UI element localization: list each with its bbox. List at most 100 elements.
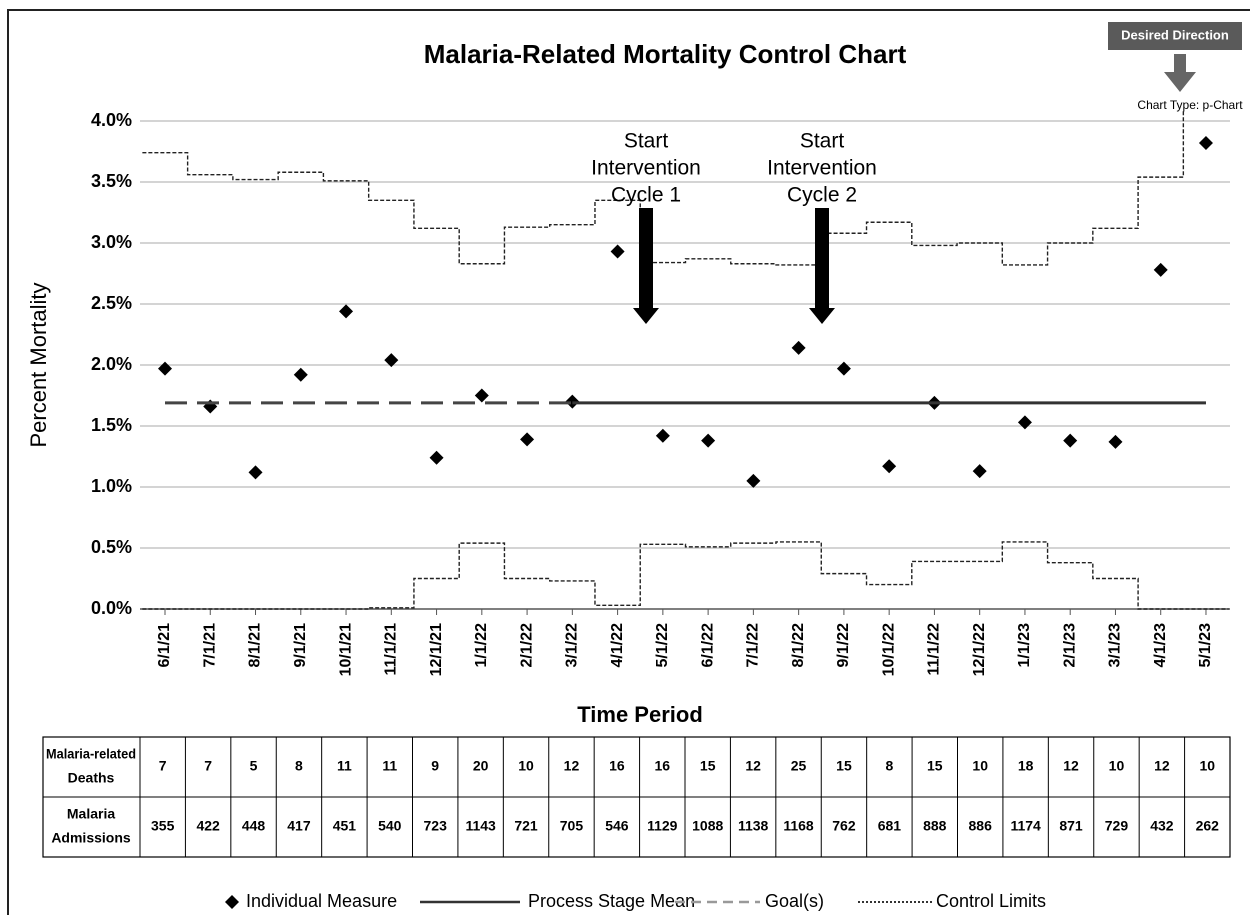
x-tick-label: 8/1/22 — [790, 623, 807, 668]
data-point — [1108, 434, 1123, 449]
legend-marker — [225, 895, 239, 909]
table-cell: 1138 — [738, 818, 769, 834]
data-point — [1153, 262, 1168, 277]
legend-label: Goal(s) — [765, 891, 824, 911]
table-cell: 417 — [287, 818, 311, 834]
x-tick-label: 5/1/23 — [1197, 623, 1214, 668]
data-point — [339, 304, 354, 319]
plot-area — [142, 110, 1229, 610]
y-tick-label: 1.0% — [91, 476, 132, 496]
annotation: Intervention — [767, 157, 877, 180]
table-cell: 448 — [242, 818, 266, 834]
table-cell: 886 — [969, 818, 993, 834]
x-tick-label: 2/1/23 — [1061, 623, 1078, 668]
table-cell: 422 — [196, 818, 220, 834]
y-tick-label: 2.5% — [91, 293, 132, 313]
y-tick-label: 2.0% — [91, 354, 132, 374]
table-cell: 12 — [745, 758, 761, 774]
table-cell: 7 — [204, 758, 212, 774]
table-cell: 546 — [605, 818, 629, 834]
control-limit — [142, 541, 1229, 610]
table-cell: 8 — [885, 758, 893, 774]
table-cell: 12 — [564, 758, 580, 774]
row-header: Deaths — [68, 770, 115, 786]
table-cell: 18 — [1018, 758, 1034, 774]
table-cell: 9 — [431, 758, 439, 774]
annotation-arrow — [633, 208, 659, 324]
y-tick-label: 0.0% — [91, 598, 132, 618]
y-tick-label: 3.0% — [91, 232, 132, 252]
data-point — [882, 459, 897, 474]
table-cell: 721 — [514, 818, 538, 834]
data-point — [972, 464, 987, 479]
x-tick-label: 4/1/22 — [609, 623, 626, 668]
annotation: Intervention — [591, 157, 701, 180]
table-cell: 262 — [1196, 818, 1220, 834]
table-cell: 705 — [560, 818, 584, 834]
x-tick-label: 1/1/23 — [1016, 623, 1033, 668]
table-cell: 10 — [1200, 758, 1216, 774]
table-cell: 729 — [1105, 818, 1129, 834]
table-cell: 10 — [972, 758, 988, 774]
legend-label: Individual Measure — [246, 891, 397, 911]
table-cell: 25 — [791, 758, 807, 774]
table-cell: 1088 — [692, 818, 723, 834]
table-cell: 451 — [333, 818, 357, 834]
data-point — [610, 244, 625, 259]
table-cell: 1174 — [1010, 818, 1041, 834]
table-cell: 10 — [1109, 758, 1125, 774]
chart-title: Malaria-Related Mortality Control Chart — [424, 39, 907, 69]
data-point — [1198, 135, 1213, 150]
table-cell: 540 — [378, 818, 402, 834]
y-tick-label: 0.5% — [91, 537, 132, 557]
y-tick-label: 1.5% — [91, 415, 132, 435]
table-cell: 1129 — [647, 818, 678, 834]
x-tick-label: 10/1/22 — [880, 623, 897, 676]
x-tick-label: 2/1/22 — [518, 623, 535, 668]
x-tick-label: 11/1/21 — [383, 623, 400, 676]
x-tick-label: 1/1/22 — [473, 623, 490, 668]
table-cell: 11 — [337, 758, 352, 774]
y-tick-label: 3.5% — [91, 171, 132, 191]
x-tick-label: 11/1/22 — [926, 623, 943, 676]
x-tick-label: 12/1/22 — [971, 623, 988, 676]
table-cell: 12 — [1154, 758, 1170, 774]
chart-type-label: Chart Type: p-Chart — [1137, 98, 1243, 112]
table-cell: 15 — [927, 758, 943, 774]
data-point — [836, 361, 851, 376]
table-cell: 723 — [424, 818, 448, 834]
data-point — [474, 388, 489, 403]
data-point — [655, 428, 670, 443]
annotation-arrow — [809, 208, 835, 324]
legend-label: Control Limits — [936, 891, 1046, 911]
data-point — [1017, 415, 1032, 430]
table-cell: 16 — [655, 758, 671, 774]
table-cell: 10 — [518, 758, 534, 774]
x-axis-label: Time Period — [577, 702, 703, 727]
x-tick-label: 4/1/23 — [1152, 623, 1169, 668]
table-cell: 15 — [836, 758, 852, 774]
table-cell: 355 — [151, 818, 175, 834]
table-cell: 16 — [609, 758, 625, 774]
row-header: Malaria — [67, 806, 115, 822]
table-cell: 871 — [1059, 818, 1083, 834]
annotation: Cycle 1 — [611, 184, 681, 207]
direction-label: Desired Direction — [1121, 27, 1229, 42]
x-tick-label: 6/1/22 — [699, 623, 716, 668]
table-cell: 1143 — [465, 818, 496, 834]
data-point — [701, 433, 716, 448]
x-tick-label: 6/1/21 — [156, 623, 173, 668]
y-tick-label: 4.0% — [91, 110, 132, 130]
table-cell: 1168 — [783, 818, 814, 834]
x-tick-label: 7/1/21 — [201, 623, 218, 668]
row-header: Admissions — [51, 830, 131, 846]
annotation: Start — [624, 130, 669, 153]
x-tick-label: 12/1/21 — [428, 623, 445, 676]
direction-box — [1108, 22, 1242, 50]
direction-arrow — [1164, 54, 1196, 92]
x-tick-label: 3/1/22 — [564, 623, 581, 668]
table-cell: 762 — [832, 818, 856, 834]
row-header: Malaria-related — [46, 746, 136, 762]
data-point — [746, 473, 761, 488]
